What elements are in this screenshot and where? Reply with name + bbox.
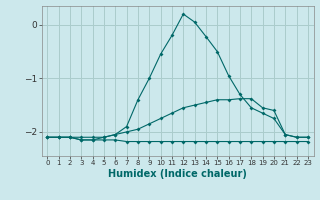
- X-axis label: Humidex (Indice chaleur): Humidex (Indice chaleur): [108, 169, 247, 179]
